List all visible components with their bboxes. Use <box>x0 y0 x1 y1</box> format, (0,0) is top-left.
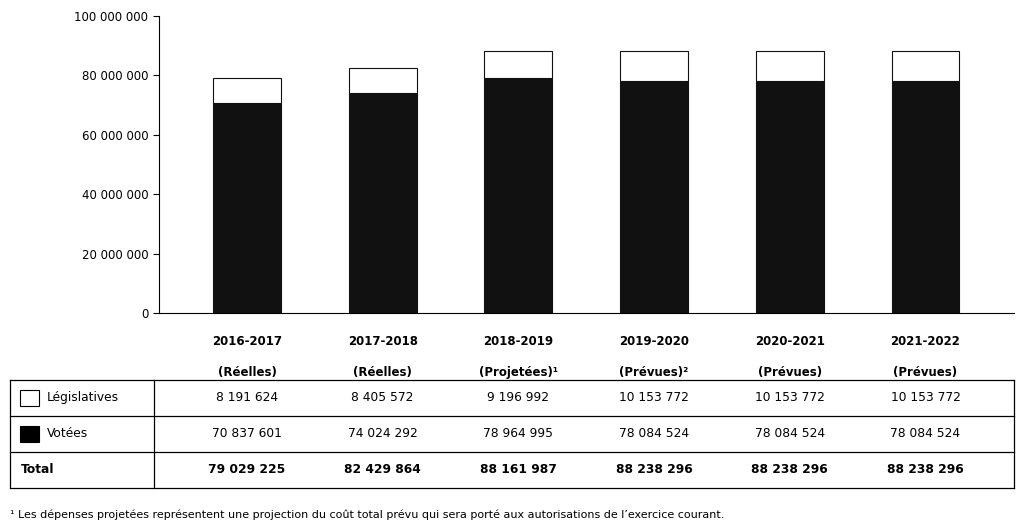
Text: 88 238 296: 88 238 296 <box>752 464 828 476</box>
Text: (Réelles): (Réelles) <box>217 366 276 379</box>
Text: (Projetées)¹: (Projetées)¹ <box>479 366 558 379</box>
Text: 8 405 572: 8 405 572 <box>351 391 414 404</box>
Text: 78 084 524: 78 084 524 <box>891 427 961 440</box>
Text: 78 084 524: 78 084 524 <box>620 427 689 440</box>
Bar <box>621 51 688 81</box>
Text: 88 238 296: 88 238 296 <box>887 464 964 476</box>
Text: 10 153 772: 10 153 772 <box>755 391 824 404</box>
Text: Législatives: Législatives <box>47 391 119 404</box>
Bar <box>213 102 281 313</box>
Text: 2021-2022: 2021-2022 <box>891 335 961 347</box>
Text: 2017-2018: 2017-2018 <box>348 335 418 347</box>
Text: (Prévues)²: (Prévues)² <box>620 366 689 379</box>
Text: Total: Total <box>20 464 54 476</box>
Text: 2019-2020: 2019-2020 <box>620 335 689 347</box>
Text: 2020-2021: 2020-2021 <box>755 335 824 347</box>
Bar <box>484 51 552 79</box>
Text: 78 964 995: 78 964 995 <box>483 427 553 440</box>
Bar <box>892 51 959 81</box>
Text: 8 191 624: 8 191 624 <box>216 391 278 404</box>
Text: (Réelles): (Réelles) <box>353 366 412 379</box>
Text: 88 238 296: 88 238 296 <box>615 464 692 476</box>
Bar <box>892 81 959 313</box>
Bar <box>349 68 417 93</box>
Text: 2018-2019: 2018-2019 <box>483 335 553 347</box>
Text: 88 161 987: 88 161 987 <box>480 464 557 476</box>
Bar <box>349 93 417 313</box>
Bar <box>756 51 823 81</box>
Bar <box>484 79 552 313</box>
Text: (Prévues): (Prévues) <box>758 366 822 379</box>
Text: 78 084 524: 78 084 524 <box>755 427 825 440</box>
Text: ¹ Les dépenses projetées représentent une projection du coût total prévu qui ser: ¹ Les dépenses projetées représentent un… <box>10 509 725 520</box>
Bar <box>213 78 281 102</box>
Text: Votées: Votées <box>47 427 88 440</box>
Bar <box>621 81 688 313</box>
Text: 10 153 772: 10 153 772 <box>891 391 961 404</box>
Text: 2016-2017: 2016-2017 <box>212 335 282 347</box>
Text: (Prévues): (Prévues) <box>894 366 957 379</box>
Text: 82 429 864: 82 429 864 <box>344 464 421 476</box>
Text: 9 196 992: 9 196 992 <box>487 391 550 404</box>
Text: 74 024 292: 74 024 292 <box>348 427 418 440</box>
Text: 10 153 772: 10 153 772 <box>620 391 689 404</box>
Bar <box>756 81 823 313</box>
Text: 79 029 225: 79 029 225 <box>208 464 286 476</box>
Text: 70 837 601: 70 837 601 <box>212 427 282 440</box>
